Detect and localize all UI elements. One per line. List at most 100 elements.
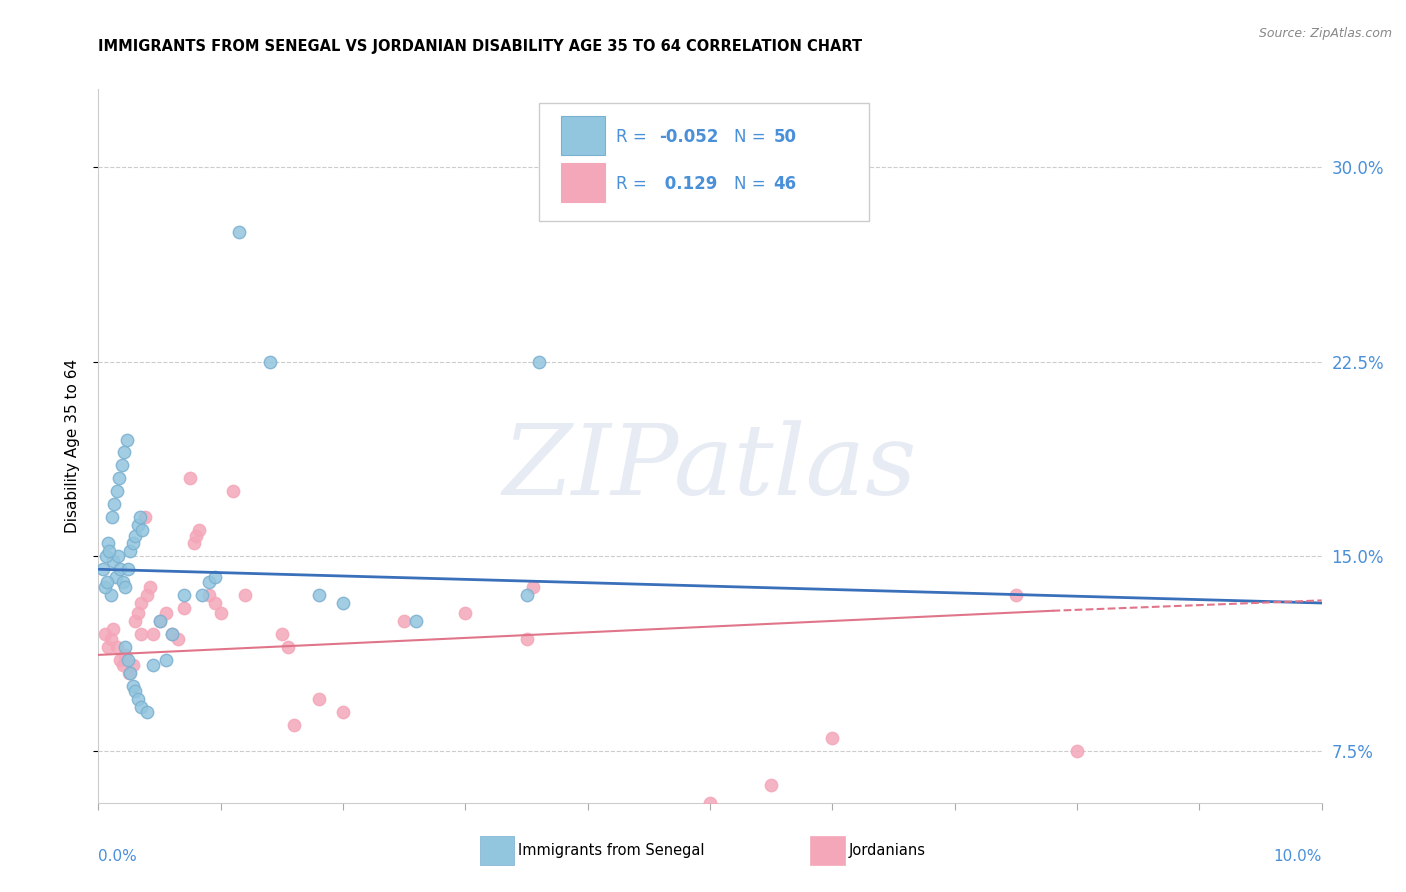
Point — [111, 575, 134, 590]
Point — [115, 433, 138, 447]
Point — [761, 778, 783, 792]
Point — [127, 692, 149, 706]
Point — [160, 627, 183, 641]
Point — [155, 607, 177, 621]
Point — [114, 648, 136, 662]
Point — [1004, 588, 1026, 602]
Point — [136, 588, 159, 602]
Point — [308, 588, 330, 602]
Text: -0.052: -0.052 — [658, 128, 718, 146]
Point — [134, 510, 156, 524]
FancyBboxPatch shape — [538, 103, 869, 221]
Text: Source: ZipAtlas.com: Source: ZipAtlas.com — [1258, 27, 1392, 40]
Point — [94, 549, 117, 564]
Point — [197, 575, 219, 590]
Point — [259, 354, 281, 368]
Point — [142, 627, 165, 641]
Point — [93, 581, 115, 595]
Point — [117, 653, 139, 667]
Text: ZIPatlas: ZIPatlas — [503, 420, 917, 515]
Point — [277, 640, 299, 654]
Point — [149, 614, 172, 628]
Point — [105, 640, 128, 654]
Text: Immigrants from Senegal: Immigrants from Senegal — [517, 843, 704, 858]
Point — [405, 614, 427, 628]
Point — [167, 632, 190, 647]
Point — [699, 839, 721, 854]
Point — [186, 528, 208, 542]
FancyBboxPatch shape — [810, 836, 845, 865]
Point — [197, 588, 219, 602]
Point — [516, 632, 538, 647]
FancyBboxPatch shape — [479, 836, 515, 865]
Point — [228, 225, 250, 239]
Point — [127, 518, 149, 533]
Point — [121, 679, 143, 693]
Point — [105, 484, 128, 499]
Point — [270, 627, 294, 641]
Point — [187, 524, 209, 538]
Point — [209, 607, 232, 621]
Point — [1066, 744, 1088, 758]
Point — [129, 627, 152, 641]
Point — [204, 570, 226, 584]
Point — [821, 731, 844, 745]
Point — [114, 581, 136, 595]
Point — [108, 471, 131, 485]
Point — [222, 484, 245, 499]
Point — [699, 796, 721, 810]
Point — [173, 601, 195, 615]
Point — [183, 536, 205, 550]
Point — [131, 524, 153, 538]
Point — [97, 640, 120, 654]
FancyBboxPatch shape — [561, 163, 605, 202]
Point — [454, 607, 477, 621]
Point — [191, 588, 214, 602]
Text: N =: N = — [734, 128, 766, 146]
Point — [120, 666, 142, 681]
Point — [124, 684, 146, 698]
Point — [97, 536, 120, 550]
Point — [118, 666, 141, 681]
Point — [107, 549, 129, 564]
Point — [114, 640, 136, 654]
Point — [392, 614, 416, 628]
Point — [117, 562, 139, 576]
Point — [101, 554, 124, 568]
Point — [101, 622, 124, 636]
Point — [332, 596, 354, 610]
Text: 50: 50 — [773, 128, 797, 146]
Text: Jordanians: Jordanians — [848, 843, 925, 858]
Point — [179, 471, 201, 485]
Point — [112, 445, 135, 459]
Text: 0.0%: 0.0% — [98, 849, 138, 864]
Point — [124, 614, 146, 628]
Point — [155, 653, 177, 667]
Text: IMMIGRANTS FROM SENEGAL VS JORDANIAN DISABILITY AGE 35 TO 64 CORRELATION CHART: IMMIGRANTS FROM SENEGAL VS JORDANIAN DIS… — [98, 38, 862, 54]
Text: 0.129: 0.129 — [658, 175, 717, 193]
Point — [233, 588, 256, 602]
Point — [129, 596, 152, 610]
Point — [100, 632, 122, 647]
Y-axis label: Disability Age 35 to 64: Disability Age 35 to 64 — [65, 359, 80, 533]
Point — [103, 497, 125, 511]
Point — [120, 544, 142, 558]
Point — [111, 458, 134, 473]
Point — [283, 718, 305, 732]
Point — [96, 575, 118, 590]
Point — [110, 562, 132, 576]
Text: N =: N = — [734, 175, 766, 193]
Point — [104, 570, 127, 584]
Text: 10.0%: 10.0% — [1274, 849, 1322, 864]
Point — [160, 627, 183, 641]
Point — [121, 536, 143, 550]
Point — [308, 692, 330, 706]
Point — [516, 588, 538, 602]
Point — [91, 562, 114, 576]
Text: 46: 46 — [773, 175, 797, 193]
Text: R =: R = — [616, 128, 647, 146]
Point — [121, 658, 143, 673]
Point — [136, 705, 159, 719]
Point — [100, 588, 122, 602]
Point — [522, 581, 544, 595]
